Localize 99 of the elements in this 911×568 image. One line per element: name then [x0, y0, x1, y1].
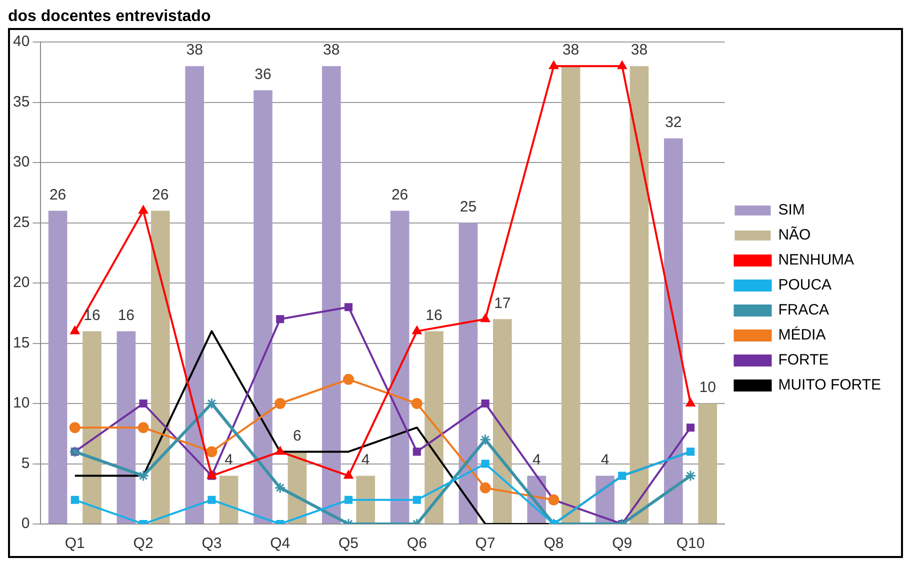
data-label: 38: [630, 42, 648, 59]
y-tick-label: 15: [12, 334, 30, 352]
bar: [356, 476, 376, 524]
y-tick-label: 40: [12, 33, 30, 50]
bar: [254, 90, 272, 524]
x-tick-label: Q10: [676, 535, 705, 552]
point: [481, 399, 490, 408]
point: [412, 326, 422, 334]
bar: [185, 66, 204, 524]
data-label: 38: [186, 42, 203, 59]
bar: [493, 319, 512, 524]
x-tick-label: Q2: [133, 535, 154, 552]
x-tick-label: Q5: [338, 535, 359, 552]
point: [411, 398, 422, 409]
chart-title: dos docentes entrevistado: [8, 8, 212, 27]
point: [686, 398, 696, 406]
data-label: 26: [152, 186, 169, 204]
bar: [322, 66, 341, 524]
legend-label: NENHUMA: [778, 252, 854, 269]
point: [344, 470, 354, 479]
y-tick-label: 30: [12, 154, 30, 171]
x-tick-label: Q6: [406, 535, 427, 552]
legend-label: FRACA: [778, 302, 830, 319]
data-label: 16: [118, 306, 135, 324]
bar: [698, 404, 718, 524]
point: [274, 398, 286, 409]
point: [617, 60, 627, 70]
point: [274, 482, 286, 494]
point: [412, 448, 421, 456]
point: [69, 422, 80, 434]
x-tick-label: Q9: [612, 535, 632, 552]
legend-label: SIM: [778, 202, 805, 219]
x-tick-label: Q7: [475, 535, 496, 552]
point: [344, 496, 353, 504]
data-label: 38: [562, 42, 580, 59]
point: [480, 434, 492, 446]
point: [548, 60, 559, 70]
point: [412, 496, 421, 504]
point: [139, 399, 148, 408]
data-label: 25: [460, 198, 477, 216]
data-label: 4: [600, 451, 610, 468]
point: [481, 460, 490, 468]
data-label: 26: [49, 186, 66, 204]
legend-label: NÃO: [778, 226, 811, 244]
legend-label: FORTE: [778, 352, 829, 369]
data-label: 16: [426, 306, 442, 324]
point: [206, 398, 218, 410]
point: [70, 326, 80, 334]
data-label: 16: [84, 306, 100, 324]
y-tick-label: 5: [21, 454, 30, 472]
y-tick-label: 35: [12, 93, 30, 110]
point: [275, 446, 285, 455]
data-label: 4: [532, 451, 541, 468]
legend-label: POUCA: [778, 276, 832, 294]
y-tick-label: 20: [12, 274, 30, 292]
bar: [219, 476, 238, 524]
point: [138, 470, 150, 482]
data-label: 26: [391, 186, 408, 204]
legend-label: MÉDIA: [778, 326, 826, 344]
point: [480, 314, 490, 322]
x-tick-label: Q3: [202, 535, 222, 552]
bar: [630, 66, 649, 524]
bar: [150, 210, 170, 524]
bar: [424, 331, 444, 524]
data-label: 36: [254, 66, 272, 83]
point: [343, 374, 354, 385]
x-tick-label: Q4: [270, 535, 290, 552]
y-tick-label: 25: [12, 214, 30, 231]
legend-label: MUITO FORTE: [778, 376, 881, 394]
bar: [116, 331, 136, 524]
point: [344, 303, 353, 312]
y-tick-label: 0: [21, 515, 30, 532]
bar: [458, 222, 478, 524]
point: [684, 470, 696, 482]
point: [618, 472, 626, 480]
point: [208, 496, 216, 504]
data-label: 10: [699, 379, 716, 396]
x-tick-label: Q8: [544, 535, 564, 552]
y-tick-label: 10: [12, 394, 30, 412]
bar: [48, 210, 68, 524]
point: [276, 315, 284, 324]
bar: [82, 331, 102, 524]
point: [138, 205, 148, 214]
point: [686, 448, 695, 456]
point: [70, 496, 79, 504]
data-label: 38: [323, 42, 340, 59]
data-label: 17: [494, 294, 511, 312]
x-tick-label: Q1: [64, 535, 85, 552]
data-label: 6: [293, 427, 302, 444]
bar: [561, 66, 580, 524]
point: [138, 422, 149, 434]
data-label: 32: [665, 114, 682, 132]
bar: [664, 138, 683, 524]
data-label: 4: [361, 451, 370, 468]
bar: [390, 210, 410, 524]
data-label: 4: [224, 451, 233, 468]
point: [206, 446, 218, 458]
point: [686, 424, 695, 432]
point: [480, 482, 491, 494]
